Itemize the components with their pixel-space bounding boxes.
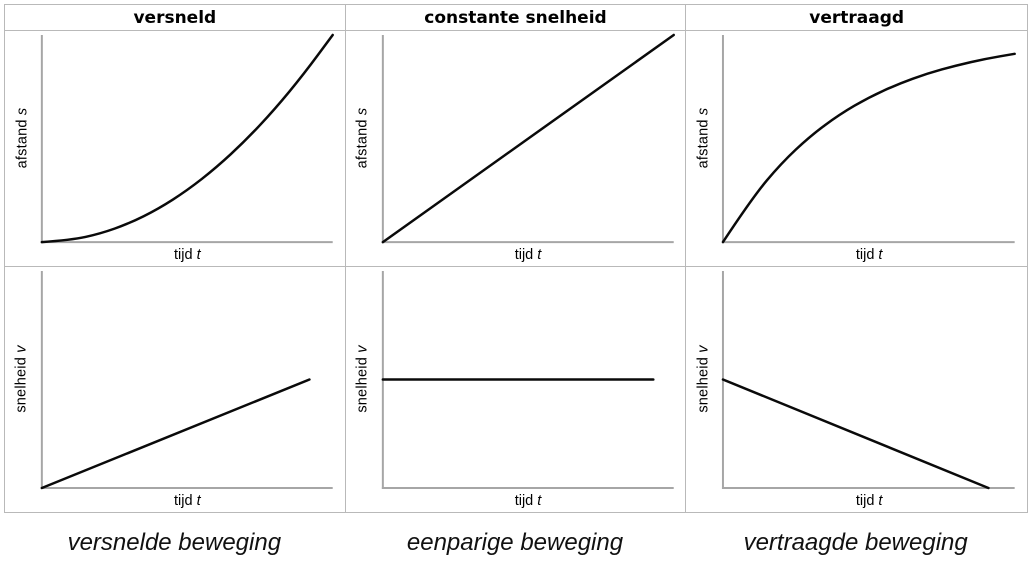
chart-table: versneld constante snelheid vertraagd af…: [4, 4, 1028, 513]
curve-velocity-versneld: [40, 378, 311, 490]
curve-distance-constante-snelheid: [381, 33, 675, 244]
column-header-versneld: versneld: [5, 5, 346, 31]
graph-cell-velocity-versneld: snelheid v tijd t: [5, 267, 346, 512]
caption-row: versnelde beweging eenparige beweging ve…: [4, 518, 1026, 568]
column-header-vertraagd: vertraagd: [686, 5, 1027, 31]
caption-vertraagde-beweging: vertraagde beweging: [743, 529, 968, 556]
chart-distance-vertraagd: [722, 34, 1017, 244]
chart-velocity-versneld: [40, 271, 333, 490]
caption-eenparige-beweging: eenparige beweging: [406, 529, 624, 556]
graph-cell-distance-vertraagd: afstand s tijd t: [686, 31, 1027, 267]
caption-versnelde-beweging: versnelde beweging: [67, 529, 282, 556]
chart-velocity-vertraagd: [722, 271, 1015, 490]
graph-cell-velocity-constante: snelheid v tijd t: [346, 267, 687, 512]
chart-velocity-constante: [381, 271, 674, 489]
graph-cell-distance-versneld: afstand s tijd t: [5, 31, 346, 267]
curve-velocity-vertraagd: [722, 378, 990, 490]
graph-cell-distance-constante: afstand s tijd t: [345, 31, 687, 267]
column-header-constante-snelheid: constante snelheid: [345, 5, 687, 31]
curve-distance-versneld: [40, 33, 334, 244]
graph-cell-velocity-vertraagd: snelheid v tijd t: [686, 267, 1027, 512]
curve-distance-vertraagd: [722, 52, 1017, 244]
chart-distance-versneld: [40, 33, 334, 244]
chart-distance-constante: [381, 33, 675, 244]
